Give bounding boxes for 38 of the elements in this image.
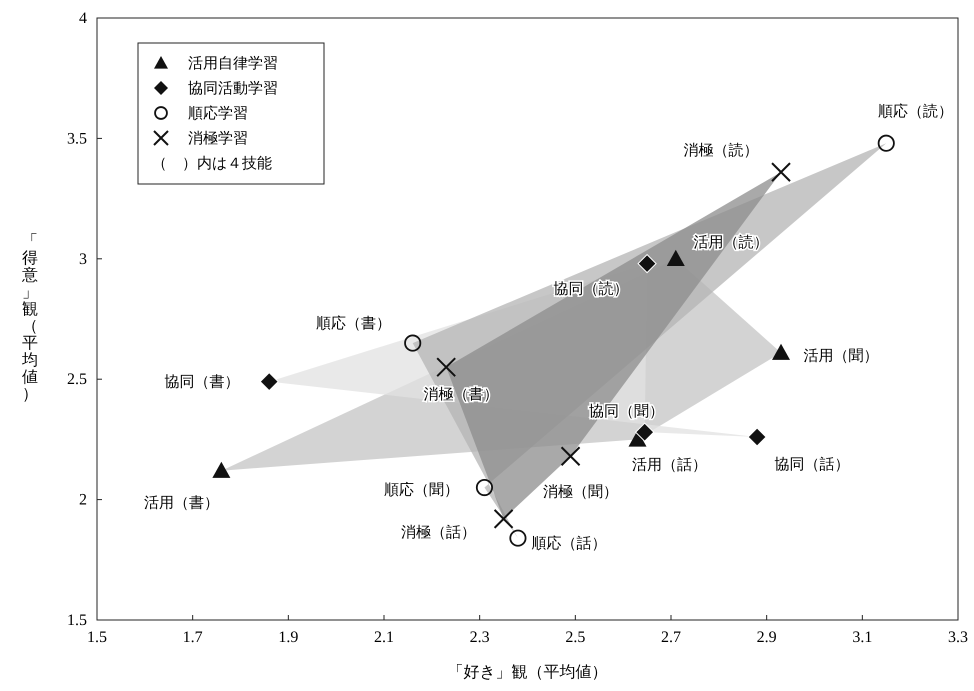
legend-label: 活用自律学習 — [188, 55, 278, 72]
text: 「得意」観（平均値） — [22, 233, 38, 403]
x-tick-label: 1.9 — [278, 629, 298, 646]
annotation: 消極（話） — [401, 524, 476, 541]
annotation: 協同（書） — [164, 374, 240, 391]
y-tick-label: 1.5 — [67, 612, 87, 629]
x-tick-label: 3.1 — [852, 629, 872, 646]
annotation: （ ）内は４技能 — [152, 155, 272, 172]
y-tick-label: 3 — [79, 250, 87, 268]
annotation: 順応（読） — [878, 103, 953, 120]
annotation: 消極（書） — [424, 386, 499, 404]
y-tick-label: 2.5 — [67, 371, 87, 388]
legend-label: 協同活動学習 — [188, 80, 278, 97]
x-tick-label: 2.5 — [565, 629, 586, 646]
annotation: 順応（聞） — [384, 482, 459, 499]
annotation: 活用（読） — [693, 234, 768, 251]
x-tick-label: 2.3 — [470, 629, 490, 646]
annotation: 順応（話） — [531, 535, 606, 552]
annotation: 消極（読） — [684, 142, 759, 160]
annotation: 協同（読） — [554, 280, 629, 298]
annotation: 活用（聞） — [804, 348, 879, 365]
annotation: 活用（話） — [632, 456, 708, 474]
annotation: 消極（聞） — [543, 483, 618, 500]
y-tick-label: 3.5 — [67, 130, 87, 148]
annotation: 活用（書） — [144, 494, 219, 512]
annotation: 協同（聞） — [589, 403, 664, 420]
y-tick-label: 4 — [79, 10, 87, 27]
x-tick-label: 1.7 — [182, 629, 203, 646]
x-axis-title: 「好き」観（平均値） — [448, 664, 608, 681]
annotation: 協同（話） — [774, 456, 850, 473]
x-tick-label: 2.1 — [374, 629, 394, 646]
x-tick-label: 2.7 — [661, 629, 681, 646]
x-tick-label: 2.9 — [756, 629, 777, 646]
annotation: 順応（書） — [316, 315, 392, 332]
legend-label: 順応学習 — [188, 105, 248, 122]
x-tick-label: 3.3 — [948, 629, 968, 646]
legend-label: 消極学習 — [188, 130, 248, 147]
y-tick-label: 2 — [79, 492, 87, 509]
